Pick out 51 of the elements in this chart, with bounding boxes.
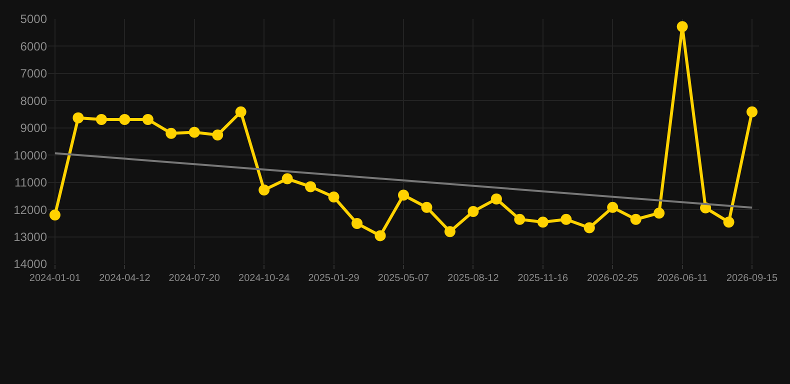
point bbox=[537, 216, 548, 228]
point bbox=[723, 216, 734, 228]
y-tick-label: 7000 bbox=[20, 66, 48, 81]
x-tick-label: 2026-09-15 bbox=[726, 273, 778, 284]
point bbox=[282, 173, 293, 184]
point bbox=[235, 106, 246, 118]
y-tick-label: 9000 bbox=[20, 121, 48, 136]
point bbox=[746, 106, 758, 118]
point bbox=[514, 214, 526, 225]
point bbox=[96, 114, 107, 125]
y-tick-label: 13000 bbox=[14, 230, 48, 244]
y-tick-label: 11000 bbox=[14, 176, 48, 190]
x-tick-label: 2025-01-29 bbox=[308, 273, 360, 284]
point bbox=[374, 230, 386, 242]
x-tick-label: 2024-10-24 bbox=[238, 273, 290, 284]
point bbox=[352, 218, 363, 229]
x-tick-label: 2025-08-12 bbox=[448, 273, 500, 284]
point bbox=[630, 214, 642, 225]
y-tick-label: 6000 bbox=[20, 39, 48, 54]
point bbox=[444, 226, 456, 238]
point bbox=[490, 193, 502, 204]
x-tick-label: 2024-01-01 bbox=[29, 273, 81, 284]
x-tick-label: 2025-11-16 bbox=[518, 273, 569, 284]
point bbox=[421, 202, 432, 213]
point bbox=[188, 126, 200, 138]
point bbox=[212, 129, 224, 140]
point bbox=[676, 21, 688, 32]
point bbox=[49, 210, 60, 220]
y-tick-label: 10000 bbox=[14, 148, 48, 162]
point bbox=[258, 184, 270, 196]
x-tick-label: 2024-07-20 bbox=[168, 273, 220, 284]
point bbox=[584, 222, 595, 234]
point bbox=[166, 128, 177, 139]
point bbox=[328, 192, 340, 203]
x-tick-label: 2026-06-11 bbox=[657, 273, 708, 284]
point bbox=[142, 114, 154, 125]
point bbox=[654, 208, 665, 219]
y-tick-label: 12000 bbox=[14, 202, 48, 217]
y-tick-label: 14000 bbox=[14, 257, 48, 272]
x-tick-label: 2024-04-12 bbox=[99, 273, 151, 284]
x-tick-label: 2025-05-07 bbox=[378, 273, 430, 284]
y-tick-label: 5000 bbox=[20, 12, 48, 26]
x-tick-label: 2026-02-25 bbox=[587, 273, 639, 284]
point bbox=[305, 181, 316, 192]
point bbox=[560, 214, 572, 225]
point bbox=[119, 114, 130, 125]
point bbox=[468, 206, 479, 217]
point bbox=[607, 202, 618, 213]
point bbox=[72, 112, 84, 124]
point bbox=[398, 190, 409, 201]
y-tick-label: 8000 bbox=[20, 94, 48, 108]
